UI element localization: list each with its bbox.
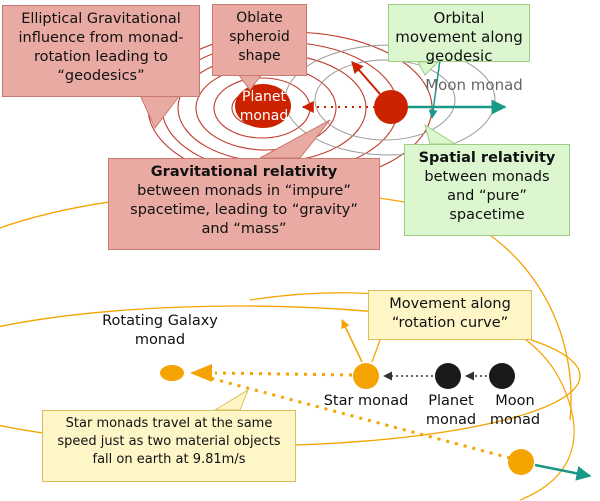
oblate-callout-text: Oblate spheroid shape — [229, 10, 289, 64]
elliptical-callout-tail — [140, 95, 180, 128]
outer-star-disc — [508, 449, 534, 475]
gravitational-relativity-callout: Gravitational relativity between monads … — [108, 158, 380, 250]
star-to-galaxy-dotted — [215, 373, 352, 375]
orbital-callout-text: Orbital movement along geodesic — [395, 9, 522, 65]
galaxy-center-arrowhead — [190, 364, 212, 382]
oblate-callout: Oblate spheroid shape — [212, 4, 307, 76]
star-note-tail — [215, 390, 248, 410]
moon-monad-disc — [374, 90, 408, 124]
star-orbit-arrow — [342, 320, 362, 362]
gravitational-relativity-title: Gravitational relativity — [115, 163, 373, 182]
movement-callout: Movement along “rotation curve” — [368, 290, 532, 340]
spatial-relativity-title: Spatial relativity — [411, 149, 563, 168]
orbital-callout: Orbital movement along geodesic — [388, 4, 530, 62]
star-note-callout: Star monads travel at the same speed jus… — [42, 410, 296, 482]
moon-monad-label: Moon monad — [418, 76, 530, 95]
movement-callout-pointer — [372, 340, 380, 362]
elliptical-callout-text: Elliptical Gravitational influence from … — [18, 11, 183, 84]
star-monad-label: Star monad — [318, 392, 414, 411]
outer-star-velocity-arrow — [535, 465, 590, 476]
star-note-text: Star monads travel at the same speed jus… — [57, 416, 280, 467]
planet-monad-label: Planet monad — [236, 88, 292, 126]
planet-monad-dark-disc — [435, 363, 461, 389]
gravitational-relativity-body: between monads in “impure” spacetime, le… — [130, 183, 358, 237]
star-monad-disc — [353, 363, 379, 389]
galaxy-center — [160, 365, 184, 381]
galaxy-monad-label: Rotating Galaxy monad — [100, 312, 220, 350]
moon-monad-bottom-label: Moon monad — [484, 392, 546, 430]
spatial-callout-tail — [425, 125, 455, 144]
spatial-relativity-body: between monads and “pure” spacetime — [424, 169, 549, 223]
elliptical-callout: Elliptical Gravitational influence from … — [2, 5, 200, 97]
moon-monad-dark-disc — [489, 363, 515, 389]
movement-callout-text: Movement along “rotation curve” — [389, 296, 511, 331]
planet-monad-bottom-label: Planet monad — [424, 392, 478, 430]
moon-spin-arrow — [352, 62, 380, 94]
spatial-relativity-callout: Spatial relativity between monads and “p… — [404, 144, 570, 236]
